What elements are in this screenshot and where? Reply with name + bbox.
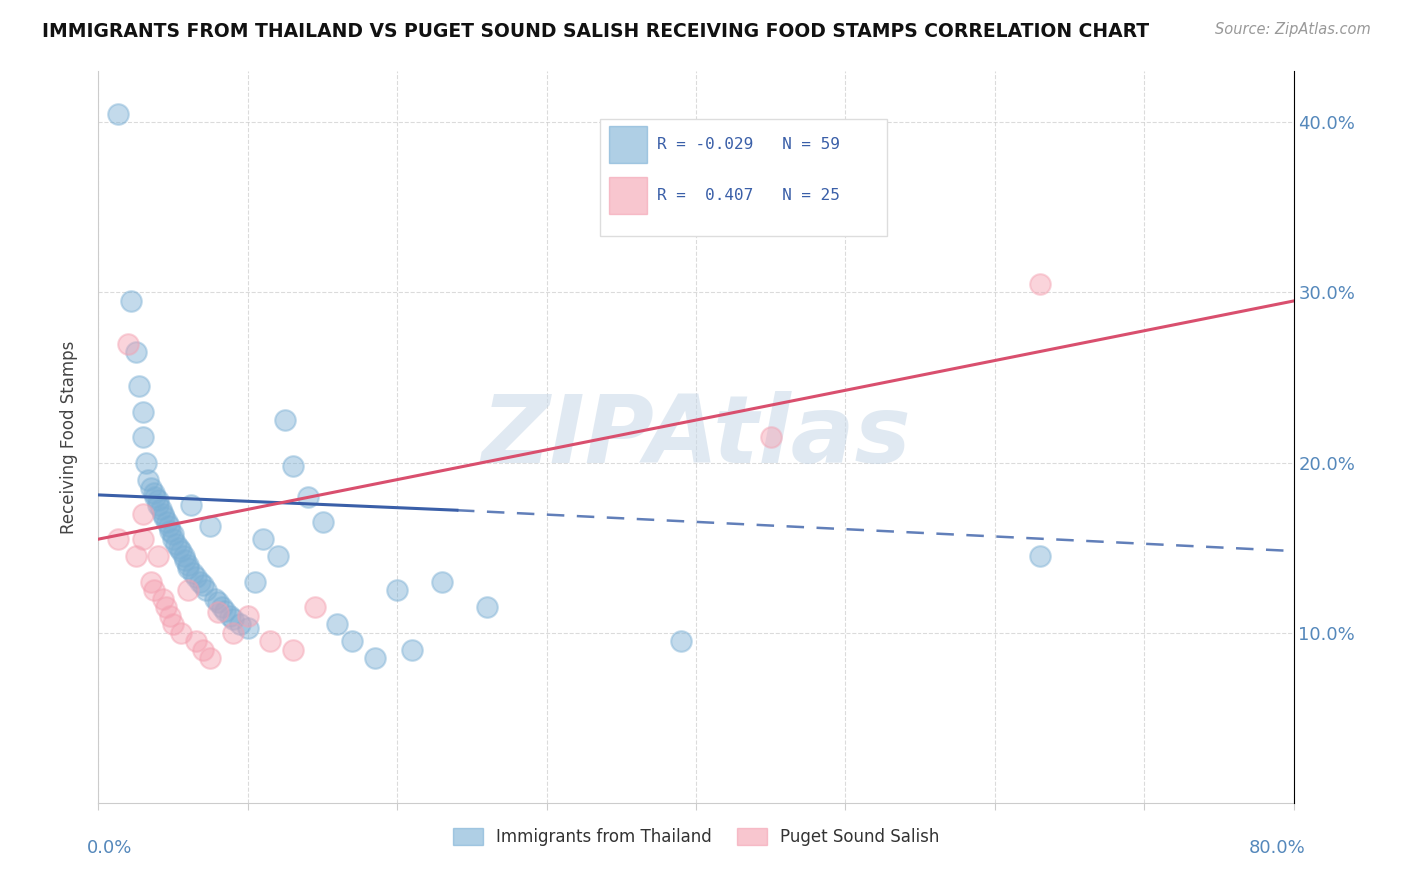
Point <box>267 549 290 563</box>
Point <box>364 651 387 665</box>
Point <box>211 600 233 615</box>
Point <box>297 490 319 504</box>
Point <box>169 544 191 558</box>
Point <box>162 532 184 546</box>
Point <box>153 510 176 524</box>
Point <box>229 617 252 632</box>
Legend: Immigrants from Thailand, Puget Sound Salish: Immigrants from Thailand, Puget Sound Sa… <box>446 822 946 853</box>
Point <box>184 634 207 648</box>
Point <box>222 612 245 626</box>
Text: R = -0.029   N = 59: R = -0.029 N = 59 <box>657 137 839 152</box>
Point <box>169 625 191 640</box>
Text: R =  0.407   N = 25: R = 0.407 N = 25 <box>657 188 839 203</box>
Point <box>430 574 453 589</box>
Point <box>236 608 259 623</box>
Point <box>107 532 129 546</box>
Point <box>207 595 229 609</box>
Point <box>125 549 148 563</box>
Point <box>191 578 214 592</box>
Point <box>311 515 333 529</box>
Point <box>207 605 229 619</box>
Point <box>1028 549 1050 563</box>
Point <box>342 634 364 648</box>
Point <box>281 642 304 657</box>
Point <box>159 608 181 623</box>
Point <box>173 549 195 563</box>
Point <box>259 634 281 648</box>
Y-axis label: Receiving Food Stamps: Receiving Food Stamps <box>59 341 77 533</box>
Point <box>222 625 245 640</box>
Point <box>148 498 170 512</box>
Point <box>195 583 218 598</box>
Point <box>157 518 180 533</box>
Point <box>669 634 692 648</box>
Point <box>143 490 166 504</box>
Point <box>200 518 222 533</box>
Point <box>135 456 157 470</box>
Point <box>132 404 155 418</box>
Point <box>167 541 190 555</box>
Point <box>204 591 226 606</box>
Point <box>759 430 782 444</box>
Point <box>174 552 197 566</box>
Point <box>128 379 150 393</box>
Point <box>150 501 173 516</box>
Point <box>180 498 202 512</box>
Point <box>200 651 222 665</box>
Point <box>177 561 200 575</box>
Point <box>132 430 155 444</box>
Point <box>252 532 274 546</box>
Point <box>152 591 174 606</box>
Point <box>162 527 184 541</box>
Point <box>159 524 181 538</box>
Point <box>142 583 165 598</box>
Point <box>155 600 177 615</box>
Point <box>326 617 349 632</box>
Point <box>184 569 207 583</box>
Point <box>142 486 165 500</box>
Point <box>177 583 200 598</box>
Point <box>401 642 423 657</box>
Point <box>475 600 498 615</box>
Point <box>152 507 174 521</box>
Point <box>177 558 200 572</box>
Point <box>191 642 214 657</box>
Point <box>132 507 155 521</box>
Point <box>219 608 242 623</box>
Text: 80.0%: 80.0% <box>1249 839 1306 857</box>
Point <box>136 473 159 487</box>
Text: ZIPAtlas: ZIPAtlas <box>481 391 911 483</box>
Point <box>304 600 326 615</box>
Point <box>156 515 179 529</box>
Point <box>245 574 267 589</box>
Point <box>139 481 162 495</box>
Point <box>385 583 409 598</box>
Point <box>281 458 304 473</box>
Point <box>117 336 139 351</box>
Point <box>120 293 142 308</box>
Point <box>148 493 170 508</box>
FancyBboxPatch shape <box>609 178 647 214</box>
Point <box>139 574 162 589</box>
Point <box>132 532 155 546</box>
Point <box>162 617 184 632</box>
FancyBboxPatch shape <box>609 126 647 163</box>
Point <box>165 537 187 551</box>
Point <box>274 413 297 427</box>
Text: IMMIGRANTS FROM THAILAND VS PUGET SOUND SALISH RECEIVING FOOD STAMPS CORRELATION: IMMIGRANTS FROM THAILAND VS PUGET SOUND … <box>42 22 1149 41</box>
Text: Source: ZipAtlas.com: Source: ZipAtlas.com <box>1215 22 1371 37</box>
Point <box>1028 277 1050 291</box>
Text: 0.0%: 0.0% <box>87 839 132 857</box>
Point <box>188 574 211 589</box>
Point <box>125 345 148 359</box>
Point <box>214 604 236 618</box>
Point <box>148 549 170 563</box>
Point <box>107 107 129 121</box>
FancyBboxPatch shape <box>600 119 887 235</box>
Point <box>236 621 259 635</box>
Point <box>181 566 204 581</box>
